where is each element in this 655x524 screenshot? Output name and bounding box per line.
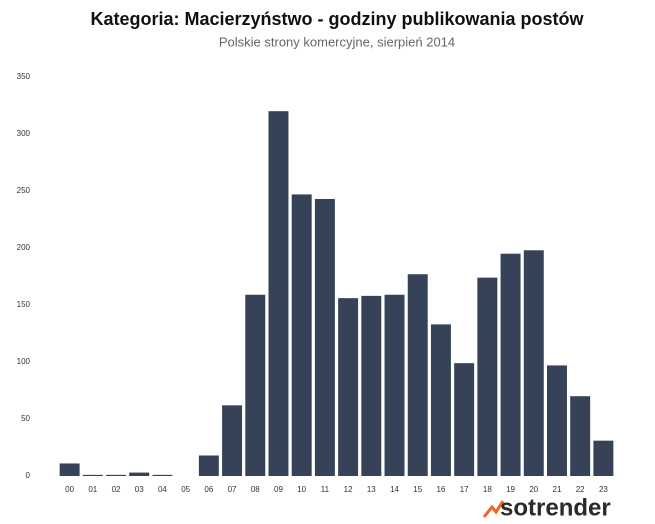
- bar: [338, 298, 359, 476]
- bar: [152, 474, 173, 476]
- bar: [245, 294, 266, 476]
- x-tick-label: 07: [228, 485, 237, 494]
- x-tick-label: 11: [321, 485, 330, 494]
- y-tick-label: 0: [26, 471, 31, 480]
- y-tick-label: 100: [17, 357, 31, 366]
- bar: [593, 440, 614, 476]
- logo-icon: [482, 500, 505, 518]
- chart-subtitle: Polskie strony komercyjne, sierpień 2014: [219, 34, 455, 49]
- bar: [430, 324, 451, 476]
- y-tick-label: 50: [21, 414, 30, 423]
- bar: [59, 463, 80, 476]
- bar: [546, 365, 567, 476]
- x-tick-label: 16: [436, 485, 445, 494]
- bar: [407, 274, 428, 476]
- x-tick-label: 09: [274, 485, 283, 494]
- bar: [361, 295, 382, 476]
- y-tick-label: 350: [17, 72, 31, 81]
- bar: [384, 294, 405, 476]
- logo-text: sotrender: [500, 494, 611, 521]
- x-tick-label: 20: [529, 485, 538, 494]
- bar: [291, 194, 312, 477]
- x-tick-label: 18: [483, 485, 492, 494]
- x-tick-label: 06: [204, 485, 213, 494]
- x-tick-label: 03: [135, 485, 144, 494]
- x-tick-label: 01: [88, 485, 97, 494]
- x-tick-label: 22: [576, 485, 585, 494]
- x-tick-label: 17: [460, 485, 469, 494]
- x-tick-label: 10: [297, 485, 306, 494]
- x-tick-label: 12: [344, 485, 353, 494]
- bar: [523, 250, 544, 476]
- bar: [82, 474, 103, 476]
- chart-title: Kategoria: Macierzyństwo - godziny publi…: [90, 9, 584, 29]
- x-tick-label: 08: [251, 485, 260, 494]
- bar: [570, 396, 591, 476]
- bar: [198, 455, 219, 476]
- y-tick-label: 250: [17, 186, 31, 195]
- x-tick-label: 23: [599, 485, 608, 494]
- x-tick-label: 00: [65, 485, 74, 494]
- x-tick-label: 02: [112, 485, 121, 494]
- bar: [314, 198, 335, 477]
- bar: [500, 253, 521, 476]
- x-tick-label: 14: [390, 485, 399, 494]
- x-tick-label: 04: [158, 485, 167, 494]
- bar: [106, 474, 127, 476]
- bar: [477, 277, 498, 476]
- x-tick-label: 05: [181, 485, 190, 494]
- y-tick-label: 150: [17, 300, 31, 309]
- bar: [268, 111, 289, 476]
- logo: sotrender: [482, 494, 611, 521]
- y-tick-label: 200: [17, 243, 31, 252]
- y-tick-label: 300: [17, 129, 31, 138]
- x-tick-label: 21: [553, 485, 562, 494]
- bar: [454, 363, 475, 476]
- x-tick-label: 13: [367, 485, 376, 494]
- x-tick-label: 19: [506, 485, 515, 494]
- x-tick-label: 15: [413, 485, 422, 494]
- bar: [129, 472, 150, 476]
- bar: [222, 405, 243, 476]
